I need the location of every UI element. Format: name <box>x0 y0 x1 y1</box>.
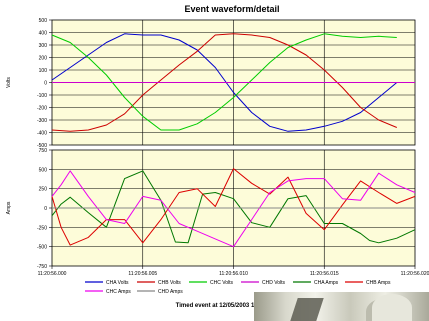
legend-label: CHA Volts <box>106 280 129 286</box>
series-line <box>51 170 416 244</box>
y-tick-label: -300 <box>37 118 47 124</box>
x-tick-label: 11:20:56.015 <box>310 271 339 277</box>
y-tick-label: 300 <box>39 43 48 49</box>
x-tick-label: 11:20:56.005 <box>128 271 157 277</box>
y-axis-label: Volts <box>6 77 12 88</box>
y-tick-label: 0 <box>44 81 47 87</box>
y-tick-label: 0 <box>44 206 47 212</box>
legend-label: CHC Volts <box>210 280 234 286</box>
legend-label: CHB Amps <box>366 280 391 286</box>
y-axis-label: Amps <box>6 201 12 214</box>
y-tick-label: 500 <box>39 18 48 24</box>
y-tick-label: -750 <box>37 264 47 270</box>
x-tick-label: 11:20:56.010 <box>219 271 248 277</box>
y-tick-label: -250 <box>37 225 47 231</box>
y-tick-label: 200 <box>39 56 48 62</box>
y-tick-label: -500 <box>37 143 47 149</box>
series-line <box>51 33 397 132</box>
series-line <box>51 33 397 131</box>
chart-title: Event waveform/detail <box>184 4 279 14</box>
y-tick-label: -200 <box>37 106 47 112</box>
y-tick-label: -400 <box>37 131 47 137</box>
y-tick-label: 500 <box>39 167 48 173</box>
legend-label: CHA Amps <box>314 280 339 286</box>
photo-thumbnail <box>254 292 429 321</box>
y-tick-label: 400 <box>39 31 48 37</box>
legend-label: CHB Volts <box>158 280 181 286</box>
legend-label: CHC Amps <box>106 289 131 295</box>
chart-footer: Timed event at 12/05/2003 11:20:56.000 <box>176 303 287 309</box>
series-line <box>51 168 416 246</box>
x-tick-label: 11:20:56.020 <box>401 271 429 277</box>
y-tick-label: 750 <box>39 148 48 154</box>
y-tick-label: -100 <box>37 93 47 99</box>
y-tick-label: 100 <box>39 68 48 74</box>
legend-label: CHD Amps <box>158 289 183 295</box>
legend-label: CHD Volts <box>262 280 286 286</box>
y-tick-label: -500 <box>37 245 47 251</box>
x-tick-label: 11:20:56.000 <box>38 271 67 277</box>
series-line <box>51 33 398 132</box>
y-tick-label: 250 <box>39 187 48 193</box>
